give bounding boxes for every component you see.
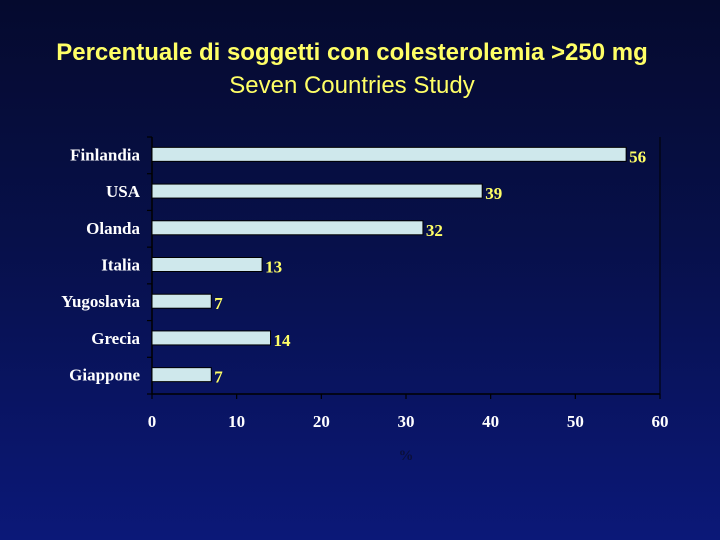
x-tick-label: 40 <box>482 412 499 431</box>
bar-olanda <box>151 220 424 236</box>
data-labels: 56 39 32 13 7 14 7 <box>214 147 646 386</box>
x-tick-label: 10 <box>228 412 245 431</box>
category-label: Olanda <box>86 219 140 238</box>
category-label: USA <box>106 182 141 201</box>
bar-finlandia <box>151 146 627 162</box>
category-label: Giappone <box>69 366 140 385</box>
bar-yugoslavia <box>151 293 212 309</box>
x-tick-label: 60 <box>652 412 669 431</box>
data-label: 39 <box>485 184 502 203</box>
bar-giappone <box>151 367 212 383</box>
bars-group <box>151 146 627 383</box>
data-label: 32 <box>426 221 443 240</box>
data-label: 13 <box>265 258 282 277</box>
bar-usa <box>151 183 483 199</box>
x-tick-label: 50 <box>567 412 584 431</box>
bar-italia <box>151 257 263 272</box>
x-axis-ticks: 0 10 20 30 40 50 60 <box>148 394 669 431</box>
chart-title: Percentuale di soggetti con colesterolem… <box>56 39 648 66</box>
x-tick-label: 0 <box>148 412 157 431</box>
data-label: 14 <box>274 331 292 350</box>
chart-subtitle: Seven Countries Study <box>229 72 475 99</box>
category-label: Yugoslavia <box>61 292 140 311</box>
category-labels: Finlandia USA Olanda Italia Yugoslavia Grecia… <box>61 145 140 384</box>
category-label: Italia <box>101 256 140 275</box>
x-tick-label: 30 <box>398 412 415 431</box>
data-label: 7 <box>214 368 223 387</box>
category-label: Finlandia <box>70 145 140 164</box>
data-label: 7 <box>214 294 223 313</box>
data-label: 56 <box>629 147 646 166</box>
category-label: Grecia <box>91 329 140 348</box>
x-tick-label: 20 <box>313 412 330 431</box>
bar-grecia <box>151 330 272 346</box>
x-axis-label: % <box>399 448 414 464</box>
